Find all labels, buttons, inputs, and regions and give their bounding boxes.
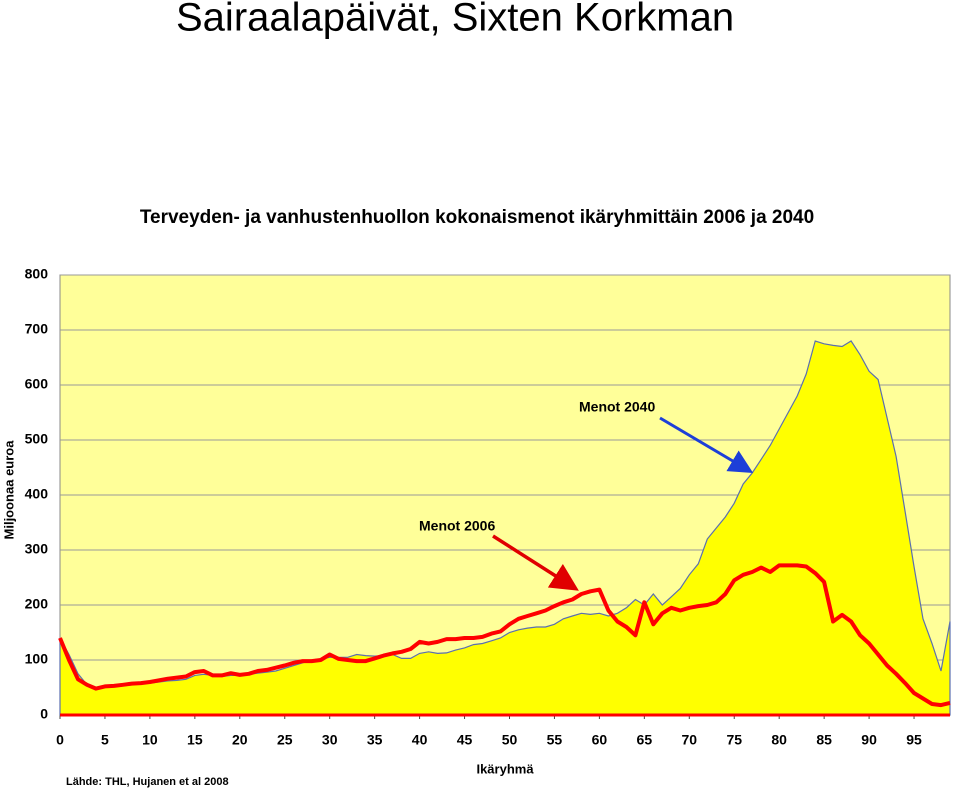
x-tick-label: 65 (637, 732, 653, 748)
y-tick-label: 400 (25, 486, 49, 502)
x-tick-label: 95 (906, 732, 922, 748)
y-tick-label: 200 (25, 596, 49, 612)
x-tick-label: 45 (457, 732, 473, 748)
line (58, 563, 951, 708)
x-tick-label: 70 (682, 732, 698, 748)
x-axis-label: Ikäryhmä (476, 761, 534, 776)
plot: 0 100 200 300 400 500 600 700 800 0 5 10 15 20 25 30 35 4… (25, 266, 951, 748)
y-tick-label: 300 (25, 541, 49, 557)
x-tick-label: 35 (367, 732, 383, 748)
x-tick-label: 50 (502, 732, 518, 748)
y-axis-label: Miljoonaa euroa (1, 440, 16, 540)
x-tick-label: 75 (726, 732, 742, 748)
x-tick-label: 60 (592, 732, 608, 748)
y-tick-label: 800 (25, 266, 49, 282)
x-tick-label: 80 (771, 732, 787, 748)
chart-title: Terveyden- ja vanhustenhuollon kokonaism… (140, 207, 814, 228)
x-tick-label: 20 (232, 732, 248, 748)
y-tick-label: 600 (25, 376, 49, 392)
x-tick-label: 10 (142, 732, 158, 748)
x-tick-label: 40 (412, 732, 428, 748)
y-tick-label: 0 (40, 706, 48, 722)
y-tick-label: 100 (25, 651, 49, 667)
arrow (659, 416, 754, 474)
x-tick-label: 55 (547, 732, 563, 748)
slide-title: Sairaalapäivät, Sixten Korkman (176, 0, 734, 40)
arrow (492, 534, 579, 591)
x-tick-label: 15 (187, 732, 203, 748)
x-tick-label: 0 (56, 732, 64, 748)
x-tick-label: 90 (861, 732, 877, 748)
y-tick-label: 700 (25, 321, 49, 337)
x-tick-label: 5 (101, 732, 109, 748)
annotation: Menot 2040 (579, 399, 655, 415)
y-tick-label: 500 (25, 431, 49, 447)
x-tick-label: 85 (816, 732, 832, 748)
annotation: Menot 2006 (419, 518, 495, 534)
x-tick-label: 30 (322, 732, 338, 748)
source: Lähde: THL, Hujanen et al 2008 (66, 776, 229, 788)
x-tick-label: 25 (277, 732, 293, 748)
